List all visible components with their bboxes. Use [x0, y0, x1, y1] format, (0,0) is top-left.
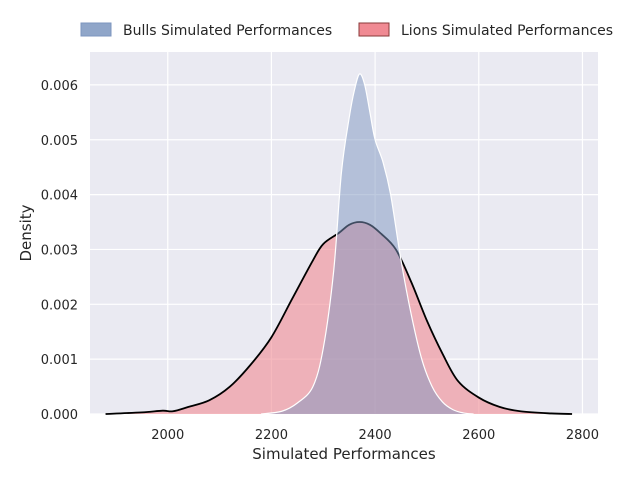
x-tick-label: 2600: [462, 428, 495, 443]
y-tick-label: 0.005: [41, 134, 78, 149]
y-tick-label: 0.000: [41, 408, 78, 423]
y-tick-label: 0.001: [41, 353, 78, 368]
y-axis-label: Density: [17, 204, 35, 261]
x-tick-label: 2000: [151, 428, 184, 443]
x-tick-label: 2800: [566, 428, 599, 443]
bulls-simulated-performances-area: [261, 73, 474, 415]
bulls-simulated-performances-legend-swatch: [80, 22, 112, 37]
legend: Bulls Simulated Performances Lions Simula…: [80, 22, 613, 39]
lions-simulated-performances-legend-label: Lions Simulated Performances: [401, 23, 613, 39]
bulls-simulated-performances-legend-label: Bulls Simulated Performances: [123, 23, 332, 39]
x-tick-label: 2200: [255, 428, 288, 443]
lions-simulated-performances-legend-swatch: [358, 22, 390, 37]
y-tick-label: 0.002: [41, 298, 78, 313]
y-tick-labels: 0.000 0.001 0.002 0.003 0.004 0.005 0.006: [41, 79, 78, 423]
y-tick-label: 0.003: [41, 243, 78, 258]
x-axis-label: Simulated Performances: [252, 445, 436, 463]
bulls-simulated-performances-line: [260, 73, 474, 415]
y-tick-label: 0.006: [41, 79, 78, 94]
x-tick-label: 2400: [359, 428, 392, 443]
series-layer: [105, 73, 573, 415]
y-tick-label: 0.004: [41, 189, 78, 204]
x-tick-labels: 2000 2200 2400 2600 2800: [151, 428, 599, 443]
